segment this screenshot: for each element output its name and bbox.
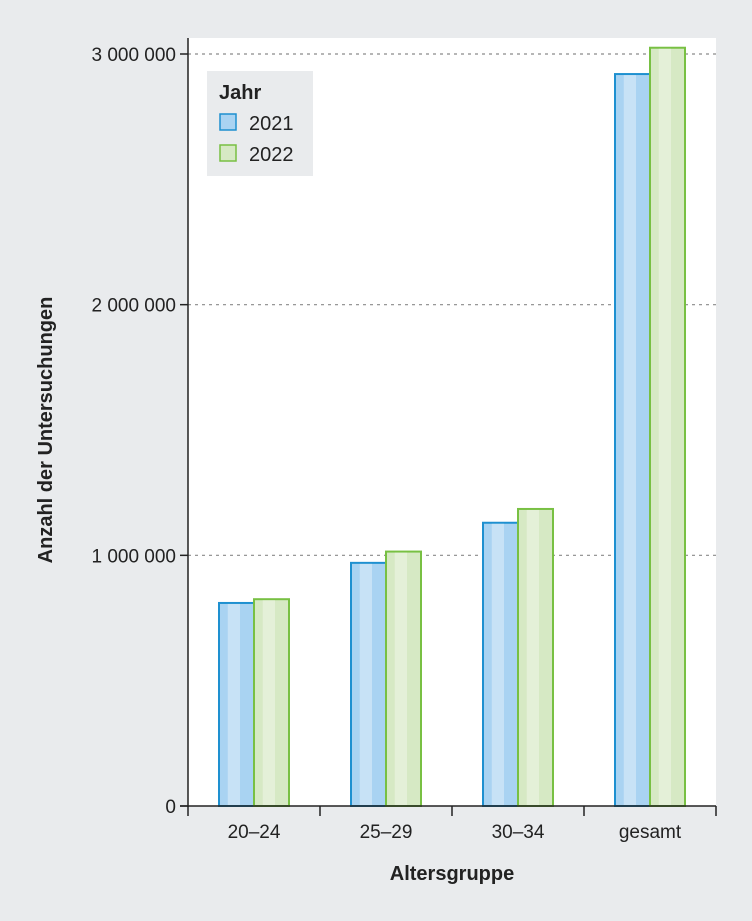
y-axis-title: Anzahl der Untersuchungen bbox=[35, 297, 57, 564]
legend-label-2022: 2022 bbox=[249, 144, 294, 166]
bar-highlight bbox=[491, 523, 504, 805]
x-tick-label: 25–29 bbox=[360, 822, 413, 843]
bar-2022-2 bbox=[517, 507, 554, 807]
bars bbox=[218, 46, 686, 808]
bar-highlight bbox=[394, 552, 407, 805]
bar-2022-1 bbox=[385, 550, 422, 807]
legend-swatch-2021 bbox=[219, 113, 237, 131]
bar-highlight bbox=[658, 48, 671, 805]
y-tick-label: 2 000 000 bbox=[91, 296, 176, 317]
axes bbox=[180, 38, 717, 816]
x-tick-label: 30–34 bbox=[492, 822, 545, 843]
tick-labels: 0 1 000 000 2 000 000 3 000 000 20–24 25–29 30… bbox=[91, 45, 681, 843]
legend: Jahr 2021 2022 bbox=[207, 71, 313, 176]
legend-title: Jahr bbox=[219, 82, 261, 104]
bar-2022-0 bbox=[253, 598, 290, 808]
x-tick-label: gesamt bbox=[619, 822, 682, 843]
y-tick-label: 1 000 000 bbox=[91, 546, 176, 567]
bar-highlight bbox=[623, 75, 636, 805]
bar-highlight bbox=[262, 600, 275, 805]
bar-2021-3 bbox=[614, 73, 651, 807]
y-tick-label: 3 000 000 bbox=[91, 45, 176, 66]
bar-2022-3 bbox=[649, 46, 686, 807]
x-axis-title: Altersgruppe bbox=[390, 863, 514, 885]
legend-swatch-2022 bbox=[219, 144, 237, 162]
bar-highlight bbox=[359, 563, 372, 805]
bar-2021-1 bbox=[350, 561, 387, 807]
x-tick-label: 20–24 bbox=[228, 822, 281, 843]
bar-highlight bbox=[227, 603, 240, 805]
legend-label-2021: 2021 bbox=[249, 113, 294, 135]
bar-highlight bbox=[526, 509, 539, 805]
y-tick-label: 0 bbox=[165, 797, 176, 818]
bar-2021-0 bbox=[218, 601, 255, 808]
